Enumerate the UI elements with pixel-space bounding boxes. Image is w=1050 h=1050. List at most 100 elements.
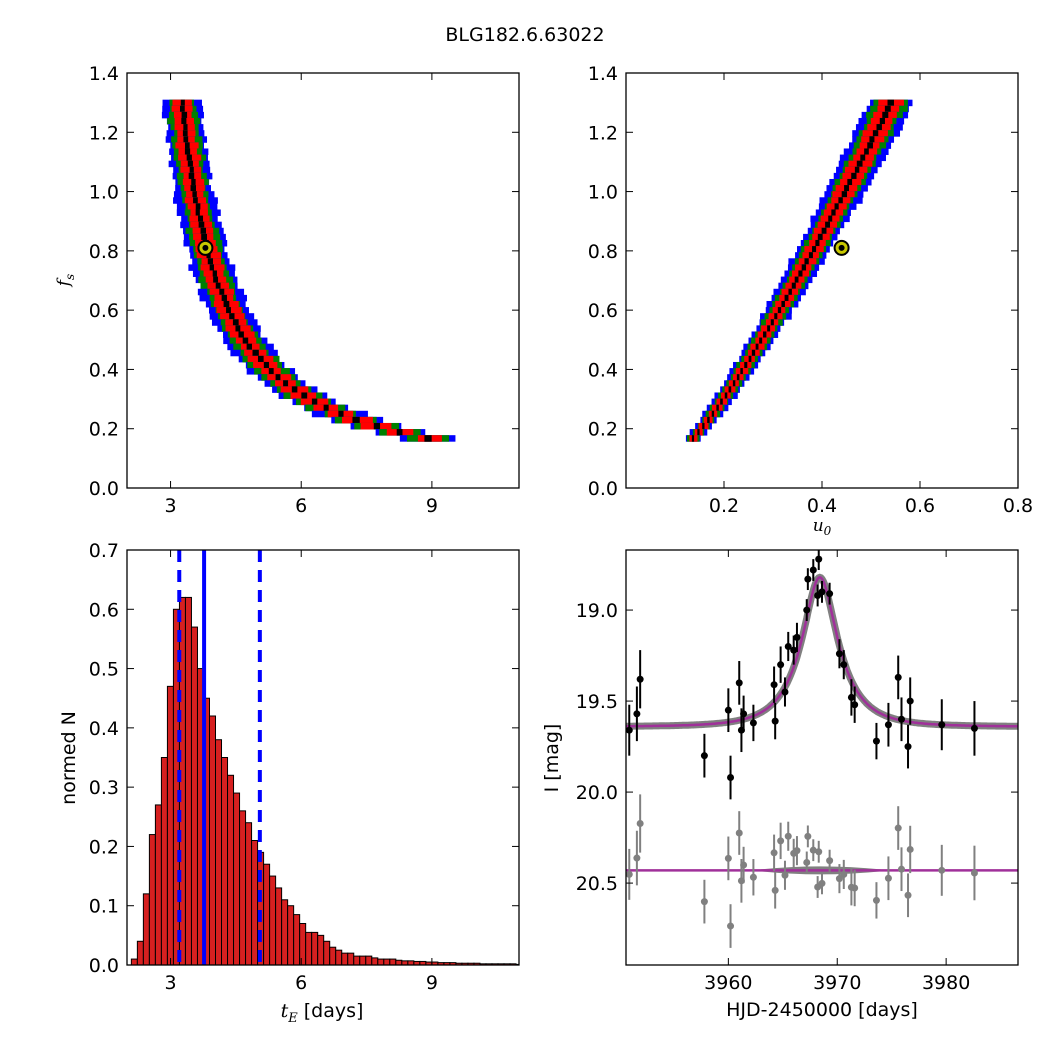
density-peak: [759, 337, 763, 345]
y-tick-label: 0.4: [89, 359, 119, 381]
density-peak: [195, 203, 201, 210]
density-peak: [183, 136, 189, 143]
density-peak: [720, 398, 723, 406]
density-peak: [791, 282, 796, 290]
best-fit-center: [202, 244, 209, 251]
density-peak: [291, 386, 298, 393]
x-tick-label: 3960: [704, 972, 752, 994]
y-tick-label: 0.8: [89, 241, 119, 263]
residual-point: [770, 849, 778, 857]
density-peak: [876, 124, 882, 131]
data-point: [847, 693, 855, 701]
residual-point: [884, 874, 892, 882]
y-tick-label: 0.2: [588, 419, 618, 441]
density-peak: [882, 111, 889, 119]
hist-bar: [215, 739, 223, 965]
residual-point: [724, 854, 732, 862]
data-point: [771, 717, 779, 725]
density-peak: [352, 416, 360, 424]
density-peak: [221, 294, 227, 302]
density-peak: [844, 185, 850, 192]
y-tick-label: 19.5: [576, 691, 618, 713]
hist-bar: [353, 955, 361, 965]
density-peak: [209, 264, 214, 271]
density-peak: [702, 422, 705, 430]
density-peak: [215, 282, 221, 290]
hist-bar: [377, 958, 385, 965]
density-peak: [804, 258, 809, 265]
hist-bar: [166, 685, 174, 965]
residual-point: [727, 922, 735, 930]
density-peak: [872, 130, 879, 137]
hist-bar: [341, 952, 349, 965]
density-peak: [184, 142, 190, 149]
data-point: [835, 650, 843, 658]
data-point: [777, 661, 785, 669]
residual-point: [793, 847, 801, 855]
density-peak: [181, 117, 187, 125]
density-peak: [206, 252, 211, 259]
data-point: [826, 590, 834, 598]
density-peak: [219, 288, 225, 296]
data-point: [818, 588, 826, 596]
hist-bar: [371, 957, 379, 965]
hist-bar: [275, 887, 283, 965]
y-tick-label: 0.5: [89, 659, 119, 681]
x-tick-label: 0.6: [905, 495, 935, 517]
density-peak: [190, 185, 196, 192]
hist-bar: [251, 840, 259, 965]
x-tick-label: 3980: [922, 972, 970, 994]
density-peak: [212, 270, 217, 277]
density-peak: [697, 429, 700, 436]
residual-point: [781, 871, 789, 879]
hist-bar: [293, 914, 301, 965]
xlabel-tE: tE [days]: [281, 1000, 364, 1026]
data-point: [897, 715, 905, 723]
hist-bar: [383, 958, 391, 965]
density-peak: [323, 404, 329, 412]
density-peak: [736, 374, 740, 381]
density-peak: [195, 209, 200, 216]
residual-point: [851, 884, 859, 892]
residual-point: [771, 886, 779, 894]
data-point: [970, 724, 978, 732]
density-peak: [180, 99, 185, 107]
y-tick-label: 19.0: [576, 600, 618, 622]
data-point: [700, 752, 708, 760]
y-tick-label: 0.3: [89, 777, 119, 799]
density-peak: [834, 203, 839, 210]
hist-bar: [311, 931, 319, 965]
y-tick-label: 0.2: [89, 836, 119, 858]
density-peak: [774, 313, 778, 320]
data-point: [851, 701, 859, 709]
density-peak: [424, 435, 432, 442]
residual-point: [906, 845, 914, 853]
data-point: [727, 774, 735, 782]
density-peak: [856, 160, 863, 168]
density-peak: [831, 209, 836, 216]
density-peak: [854, 166, 860, 174]
y-tick-label: 0.6: [588, 300, 618, 322]
density-peak: [179, 105, 185, 113]
data-point: [803, 606, 811, 614]
residual-point: [826, 857, 834, 865]
model-curve: [626, 575, 1018, 728]
density-peak: [223, 300, 230, 308]
data-point: [904, 743, 912, 751]
hist-bar: [245, 822, 253, 965]
hist-bar: [208, 715, 217, 965]
hist-bar: [323, 940, 331, 965]
density-peak: [181, 111, 188, 119]
data-point: [749, 719, 757, 727]
residual-point: [894, 824, 902, 832]
hist-bar: [184, 596, 192, 965]
panel-tE-fs: 3 6 9 0.0 0.2 0.4 0.6 0.8 1.0 1.2 1.4 fs: [54, 63, 520, 517]
density-peak: [213, 276, 219, 284]
residual-point: [904, 891, 912, 899]
density-peak: [821, 227, 827, 235]
density-peak: [887, 99, 894, 107]
density-peak: [707, 416, 710, 424]
hist-bar: [190, 626, 198, 965]
density-peak: [226, 307, 231, 314]
density-peak: [257, 355, 264, 363]
